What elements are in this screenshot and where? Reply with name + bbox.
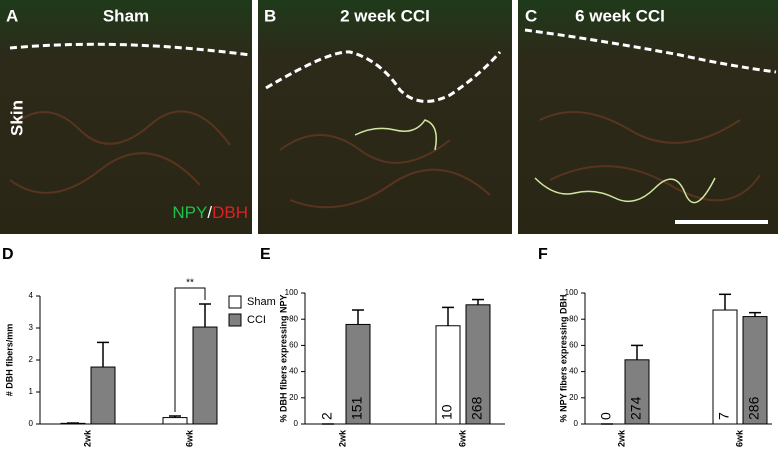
panel-letter: E bbox=[260, 246, 271, 263]
count-label: 2 bbox=[319, 412, 335, 420]
panel-letter: A bbox=[6, 6, 18, 25]
bar bbox=[192, 326, 218, 425]
stain-npy: NPY bbox=[172, 203, 207, 222]
y-axis-label: # DBH fibers/mm bbox=[4, 324, 14, 397]
x-tick-label: 6wk bbox=[734, 429, 744, 447]
y-tick-label: 60 bbox=[289, 341, 298, 350]
skin-border bbox=[9, 42, 251, 57]
count-label: 268 bbox=[469, 396, 485, 420]
legend-label: CCI bbox=[247, 314, 266, 326]
panel-letter: B bbox=[264, 6, 276, 25]
y-tick-label: 0 bbox=[574, 419, 579, 428]
y-tick-label: 0 bbox=[294, 419, 299, 428]
bar bbox=[465, 304, 491, 425]
significance-bracket bbox=[174, 287, 206, 412]
bar bbox=[60, 422, 86, 425]
y-tick-label: 40 bbox=[289, 367, 298, 376]
y-tick-label: 3 bbox=[29, 323, 34, 332]
stain-dbh: DBH bbox=[212, 203, 248, 222]
bar bbox=[742, 316, 768, 425]
fiber bbox=[534, 177, 716, 204]
micrograph bbox=[0, 0, 252, 234]
bar bbox=[624, 359, 650, 425]
x-tick-label: 2wk bbox=[616, 429, 626, 447]
bar bbox=[435, 325, 461, 425]
skin-border bbox=[524, 28, 777, 74]
image-panels: A Sham B 2 week CCI C 6 week CCI Skin NP… bbox=[0, 0, 778, 234]
tissue-texture bbox=[9, 110, 761, 209]
panel-letter: D bbox=[2, 246, 14, 263]
y-tick-label: 100 bbox=[565, 288, 579, 297]
y-tick-label: 100 bbox=[285, 288, 299, 297]
micrograph bbox=[518, 0, 778, 234]
y-tick-label: 4 bbox=[29, 291, 34, 300]
skin-border bbox=[265, 50, 502, 103]
panel-letter: F bbox=[538, 246, 548, 263]
panel-letter: C bbox=[525, 6, 537, 25]
stain-label: NPY/DBH bbox=[172, 203, 248, 222]
y-axis-label: % DBH fibers expressing NPY bbox=[278, 294, 288, 422]
panel-title: 2 week CCI bbox=[340, 6, 430, 25]
count-label: 274 bbox=[628, 396, 644, 420]
count-label: 7 bbox=[716, 412, 732, 420]
y-tick-label: 80 bbox=[289, 314, 298, 323]
y-tick-label: 20 bbox=[289, 393, 298, 402]
bar bbox=[162, 417, 188, 425]
y-tick-label: 80 bbox=[569, 314, 578, 323]
legend-swatch bbox=[228, 295, 242, 309]
fiber bbox=[354, 119, 437, 151]
x-tick-label: 6wk bbox=[184, 429, 194, 447]
legend-label: Sham bbox=[247, 296, 276, 308]
x-tick-label: 2wk bbox=[337, 429, 347, 447]
panel-title: 6 week CCI bbox=[575, 6, 665, 25]
bar bbox=[90, 366, 116, 425]
count-label: 0 bbox=[598, 412, 614, 420]
micrograph bbox=[258, 0, 512, 234]
x-tick-label: 2wk bbox=[82, 429, 92, 447]
y-tick-label: 1 bbox=[29, 387, 34, 396]
count-label: 286 bbox=[746, 396, 762, 420]
x-tick-label: 6wk bbox=[457, 429, 467, 447]
y-tick-label: 0 bbox=[29, 419, 34, 428]
count-label: 10 bbox=[439, 404, 455, 420]
y-tick-label: 60 bbox=[569, 341, 578, 350]
legend-swatch bbox=[228, 313, 242, 327]
bar bbox=[345, 323, 371, 425]
y-axis-label: % NPY fibers expressing DBH bbox=[558, 295, 568, 423]
count-label: 151 bbox=[349, 396, 365, 420]
skin-label: Skin bbox=[7, 100, 26, 136]
bar bbox=[712, 309, 738, 425]
y-tick-label: 40 bbox=[569, 367, 578, 376]
significance-label: ** bbox=[186, 278, 194, 289]
stain-sep: / bbox=[207, 203, 212, 222]
y-tick-label: 20 bbox=[569, 393, 578, 402]
panel-title: Sham bbox=[103, 6, 149, 25]
y-tick-label: 2 bbox=[29, 355, 34, 364]
